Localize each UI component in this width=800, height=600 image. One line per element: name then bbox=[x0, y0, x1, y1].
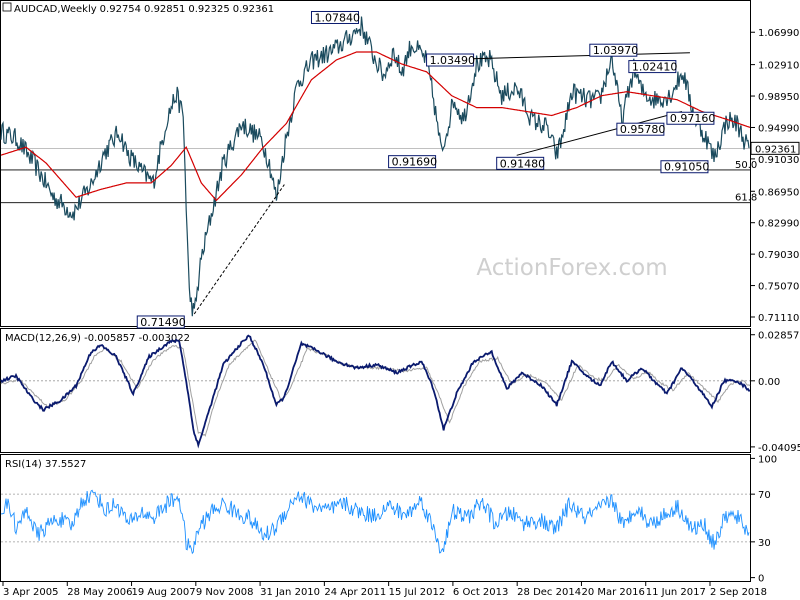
moving-average-line bbox=[0, 51, 751, 202]
price-tick-label: 0.94990 bbox=[758, 123, 799, 134]
x-tick-label: 9 Nov 2008 bbox=[196, 587, 254, 598]
rsi-line bbox=[0, 489, 750, 555]
level-callout-label: 1.03970 bbox=[593, 44, 639, 57]
x-tick-label: 6 Oct 2013 bbox=[453, 587, 508, 598]
trendline bbox=[516, 111, 683, 156]
symbol: AUDCAD bbox=[14, 4, 58, 15]
price-tick-label: 0.71110 bbox=[758, 313, 799, 324]
timeframe: Weekly bbox=[61, 4, 97, 15]
x-tick-label: 28 Dec 2014 bbox=[517, 587, 581, 598]
rsi-tick-label: 100 bbox=[758, 454, 777, 465]
macd-panel bbox=[0, 328, 751, 453]
level-callout-box bbox=[136, 315, 185, 329]
level-callout-box bbox=[616, 122, 665, 136]
macd-signal-line bbox=[0, 339, 751, 437]
price-tick-label: 0.75070 bbox=[758, 282, 799, 293]
watermark: ActionForex.com bbox=[476, 255, 667, 281]
level-callout-label: 0.97160 bbox=[670, 112, 716, 125]
price-tick-label: 1.02910 bbox=[758, 61, 799, 72]
x-tick-label: 11 Jun 2017 bbox=[646, 587, 706, 598]
level-callout-label: 0.91690 bbox=[392, 156, 438, 169]
ohlc-close: 0.92361 bbox=[233, 4, 274, 15]
price-tick-label: 0.79030 bbox=[758, 250, 799, 261]
fib-level-label: 50.0 bbox=[735, 160, 757, 171]
x-tick-label: 31 Jan 2010 bbox=[260, 587, 320, 598]
x-tick-label: 19 Aug 2007 bbox=[132, 587, 196, 598]
price-series-line bbox=[0, 16, 750, 317]
level-callout-box bbox=[660, 160, 709, 174]
level-callout-label: 0.95780 bbox=[620, 123, 666, 136]
macd-title: MACD(12,26,9) -0.005857 -0.003022 bbox=[5, 333, 190, 344]
macd-line bbox=[0, 334, 751, 449]
current-price-box bbox=[750, 141, 800, 155]
rsi-tick-label: 70 bbox=[758, 490, 771, 501]
current-price-label: 0.92361 bbox=[755, 144, 796, 155]
x-tick-label: 15 Jul 2012 bbox=[389, 587, 446, 598]
macd-tick-label: -0.040952 bbox=[758, 443, 800, 454]
level-callout-box bbox=[628, 60, 677, 74]
level-callout-box bbox=[496, 156, 545, 170]
level-callout-label: 1.03490 bbox=[430, 54, 476, 67]
fib-level-label: 61.8 bbox=[735, 193, 757, 204]
x-tick-label: 2 Sep 2018 bbox=[710, 587, 767, 598]
price-tick-label: 0.82990 bbox=[758, 219, 799, 230]
macd-tick-label: 0.00 bbox=[758, 377, 780, 388]
price-tick-label: 1.06990 bbox=[758, 28, 799, 39]
chart-header: AUDCAD,Weekly 0.92754 0.92851 0.92325 0.9236… bbox=[2, 2, 274, 15]
rsi-title: RSI(14) 37.5527 bbox=[5, 459, 86, 470]
rsi-tick-label: 0 bbox=[758, 574, 764, 585]
ohlc-open: 0.92754 bbox=[100, 4, 141, 15]
macd-tick-label: 0.028572 bbox=[758, 331, 800, 342]
level-callout-box bbox=[310, 10, 359, 24]
level-callout-label: 0.71490 bbox=[140, 316, 186, 329]
trendline bbox=[193, 184, 285, 315]
x-tick-label: 3 Apr 2005 bbox=[3, 587, 58, 598]
level-callout-label: 0.91050 bbox=[664, 161, 710, 174]
level-callout-label: 0.91480 bbox=[500, 157, 545, 170]
rsi-tick-label: 30 bbox=[758, 538, 771, 549]
x-tick-label: 28 May 2006 bbox=[67, 587, 132, 598]
ohlc-low: 0.92325 bbox=[188, 4, 229, 15]
price-tick-label: 0.98950 bbox=[758, 92, 799, 103]
level-callout-box bbox=[666, 111, 715, 125]
level-callout-label: 1.02410 bbox=[632, 61, 678, 74]
price-panel bbox=[0, 0, 751, 327]
price-tick-label: 0.86950 bbox=[758, 187, 799, 198]
x-tick-label: 24 Apr 2011 bbox=[324, 587, 386, 598]
ohlc-high: 0.92851 bbox=[144, 4, 185, 15]
price-tick-label: 0.91030 bbox=[758, 155, 799, 166]
level-callout-box bbox=[426, 53, 475, 67]
x-tick-label: 20 Mar 2016 bbox=[581, 587, 644, 598]
level-callout-label: 1.07840 bbox=[314, 11, 360, 24]
chart-marks: 1.06990 1.02910 0.98950 0.94990 0.91030 0.869… bbox=[0, 10, 800, 598]
rsi-panel bbox=[0, 454, 751, 582]
level-callout-box bbox=[388, 155, 437, 169]
level-callout-box bbox=[589, 43, 638, 57]
